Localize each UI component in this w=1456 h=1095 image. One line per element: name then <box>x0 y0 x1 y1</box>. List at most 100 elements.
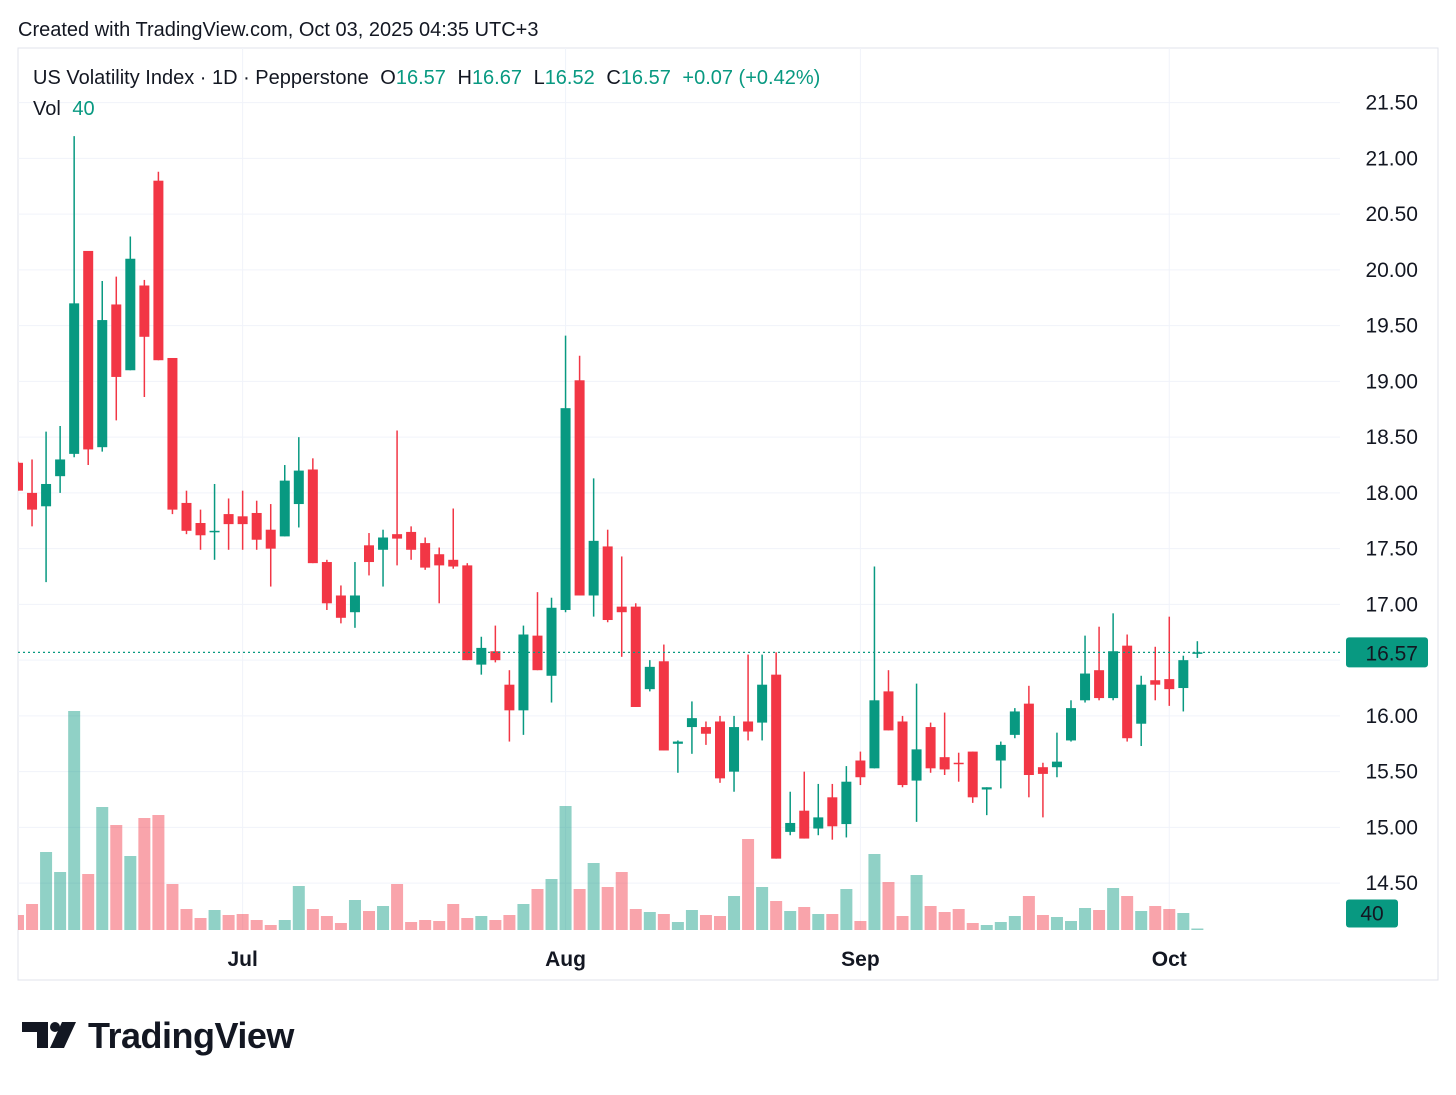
logo: TradingView <box>22 1015 296 1056</box>
candle-body <box>251 512 262 540</box>
volume-bar <box>966 923 979 930</box>
volume-bar <box>685 910 698 930</box>
y-tick-label: 18.00 <box>1365 482 1418 505</box>
volume-bar <box>1093 910 1106 930</box>
y-tick-label: 16.00 <box>1365 705 1418 728</box>
candle-body <box>757 684 768 723</box>
candle-body <box>981 787 992 790</box>
candle-body <box>616 606 627 613</box>
volume-bar <box>643 912 656 930</box>
volume-bar <box>166 884 179 930</box>
volume-bar <box>994 922 1007 930</box>
volume-bar <box>320 916 333 930</box>
volume-bar <box>545 879 558 930</box>
volume-bar <box>278 920 291 930</box>
candle-body <box>279 480 290 537</box>
legend-change: +0.07 (+0.42%) <box>682 67 820 89</box>
candle-body <box>700 727 711 734</box>
candle-body <box>967 751 978 798</box>
logo-icon <box>22 1022 48 1048</box>
volume-bar <box>629 909 642 930</box>
volume-layer <box>18 711 1204 930</box>
volume-bar <box>363 911 375 930</box>
candle-body <box>560 408 571 610</box>
volume-bar <box>1079 908 1092 930</box>
volume-tag <box>1346 899 1398 928</box>
y-tick-label: 17.00 <box>1365 593 1418 616</box>
volume-bar <box>812 914 825 930</box>
volume-bar <box>419 920 432 930</box>
candle-body <box>813 817 824 829</box>
legend-c-label: C <box>606 67 620 89</box>
logo-icon <box>50 1022 76 1048</box>
legend-open: 16.57 <box>396 67 446 89</box>
volume-bar <box>110 825 123 930</box>
candle-body <box>1136 684 1147 724</box>
candle-body <box>504 684 515 711</box>
volume-bar <box>854 921 867 930</box>
logo-text: TradingView <box>88 1015 295 1056</box>
axis-layer: 14.5015.0015.5016.0016.5017.0017.5018.00… <box>227 92 1428 971</box>
legend-vol-label: Vol <box>33 98 61 120</box>
volume-bar <box>96 807 109 930</box>
candle-body <box>349 595 360 613</box>
volume-bar <box>348 900 361 930</box>
volume-bar <box>1050 917 1063 930</box>
candle-body <box>209 530 220 533</box>
candle-body <box>195 523 206 536</box>
legend-h-label: H <box>457 67 471 89</box>
volume-bar <box>938 912 951 930</box>
volume-bar <box>784 911 797 930</box>
legend-high: 16.67 <box>472 67 522 89</box>
volume-bar <box>910 875 923 930</box>
candle-body <box>1108 651 1119 699</box>
y-tick-label: 20.50 <box>1365 203 1418 226</box>
volume-bar <box>40 852 53 930</box>
volume-bar <box>447 904 460 930</box>
volume-bar <box>489 920 502 930</box>
candle-body <box>644 666 655 690</box>
volume-bar <box>1135 911 1148 930</box>
candle-body <box>476 647 487 665</box>
y-tick-label: 20.00 <box>1365 259 1418 282</box>
volume-bar <box>138 818 151 930</box>
candle-body <box>181 502 192 531</box>
volume-bar <box>250 920 263 930</box>
volume-bar <box>152 815 165 930</box>
candle-body <box>869 700 880 769</box>
volume-bar <box>728 896 741 930</box>
candle-body <box>18 462 23 491</box>
volume-bar <box>194 918 207 930</box>
candle-body <box>307 469 318 564</box>
pane-border <box>17 47 1439 981</box>
volume-bar <box>798 907 811 930</box>
volume-bar <box>952 909 965 930</box>
candle-body <box>490 651 501 661</box>
volume-bar <box>377 906 390 930</box>
candle-body <box>771 674 782 859</box>
volume-bar <box>615 872 628 930</box>
volume-bar <box>208 910 221 930</box>
candle-body <box>574 380 585 596</box>
candle-body <box>630 606 641 707</box>
volume-bar <box>82 874 95 930</box>
legend-title: US Volatility Index · 1D · Pepperstone <box>33 67 369 89</box>
candle-body <box>448 559 459 567</box>
candle-body <box>462 565 473 661</box>
candle-body <box>686 718 697 728</box>
candle-body <box>1037 767 1048 774</box>
volume-bar <box>1121 896 1134 930</box>
candle-body <box>69 303 80 454</box>
volume-bar <box>433 921 446 930</box>
candle-layer <box>18 136 1340 859</box>
candle-body <box>729 727 740 772</box>
candle-body <box>434 554 445 566</box>
candle-body <box>1051 761 1062 768</box>
candle-body <box>27 492 38 510</box>
volume-bar <box>699 915 712 930</box>
volume-bar <box>1036 915 1049 930</box>
candle-body <box>153 180 164 361</box>
candle-body <box>83 250 94 450</box>
candle-body <box>406 531 417 550</box>
